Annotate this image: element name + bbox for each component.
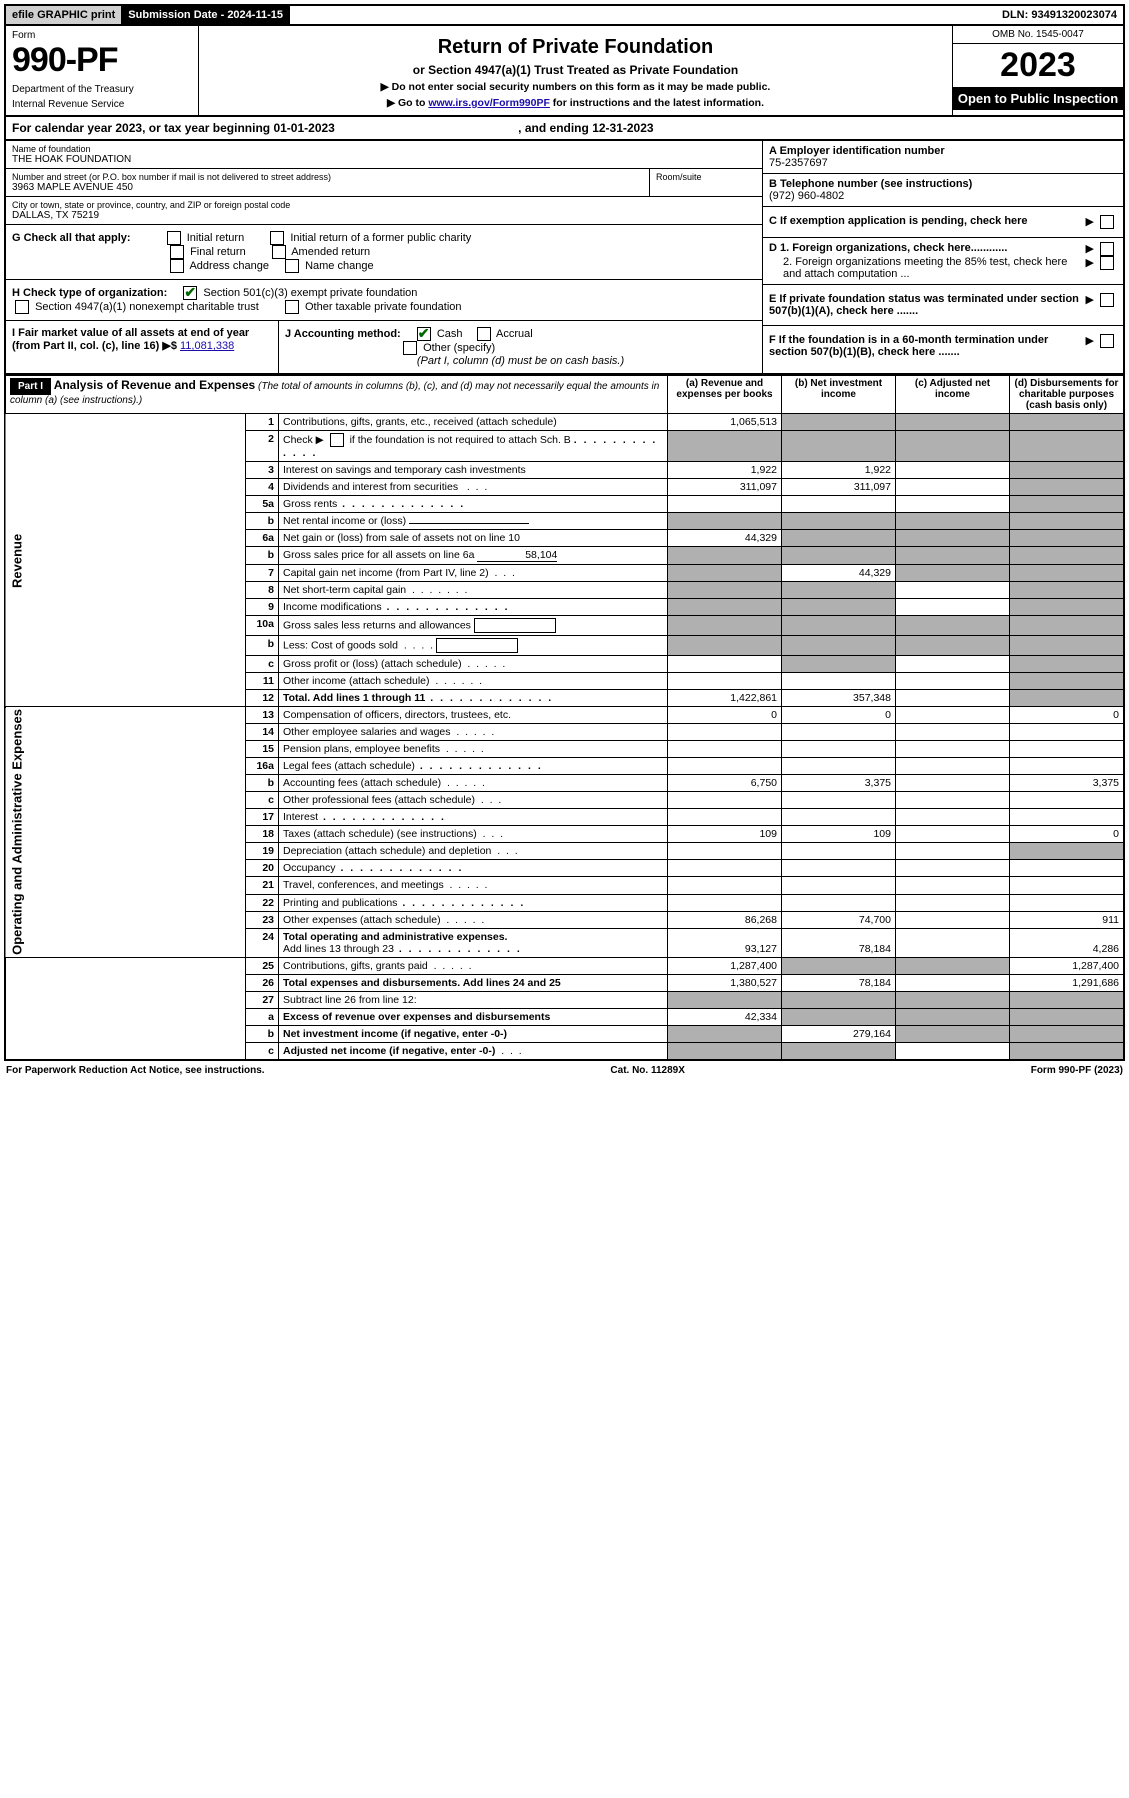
table-row: Operating and Administrative Expenses 13… bbox=[5, 707, 1124, 724]
form-header: Form 990-PF Department of the Treasury I… bbox=[4, 26, 1125, 117]
footer-right: Form 990-PF (2023) bbox=[1031, 1065, 1123, 1076]
city-label: City or town, state or province, country… bbox=[12, 200, 756, 210]
col-c-header: (c) Adjusted net income bbox=[896, 376, 1010, 414]
checkbox-d2[interactable] bbox=[1100, 256, 1114, 270]
dln: DLN: 93491320023074 bbox=[996, 6, 1123, 24]
city-state-zip: DALLAS, TX 75219 bbox=[12, 210, 756, 221]
dept-treasury: Department of the Treasury bbox=[12, 80, 192, 95]
checkbox-amended[interactable] bbox=[272, 245, 286, 259]
checkbox-f[interactable] bbox=[1100, 334, 1114, 348]
open-public-badge: Open to Public Inspection bbox=[953, 87, 1123, 110]
tel-value: (972) 960-4802 bbox=[769, 190, 1117, 202]
top-bar: efile GRAPHIC print Submission Date - 20… bbox=[4, 4, 1125, 26]
checkbox-final-return[interactable] bbox=[170, 245, 184, 259]
col-d-header: (d) Disbursements for charitable purpose… bbox=[1010, 376, 1125, 414]
j-label: J Accounting method: bbox=[285, 328, 401, 340]
checkbox-accrual[interactable] bbox=[477, 327, 491, 341]
checkbox-4947[interactable] bbox=[15, 300, 29, 314]
page-footer: For Paperwork Reduction Act Notice, see … bbox=[4, 1061, 1125, 1080]
form-subtitle: or Section 4947(a)(1) Trust Treated as P… bbox=[205, 63, 946, 77]
checkbox-other-method[interactable] bbox=[403, 341, 417, 355]
table-row: 25Contributions, gifts, grants paid . . … bbox=[5, 957, 1124, 974]
checkbox-501c3[interactable] bbox=[183, 286, 197, 300]
analysis-table: Part I Analysis of Revenue and Expenses … bbox=[4, 375, 1125, 1061]
tel-label: B Telephone number (see instructions) bbox=[769, 178, 1117, 190]
checkbox-sch-b[interactable] bbox=[330, 433, 344, 447]
addr-label: Number and street (or P.O. box number if… bbox=[12, 172, 643, 182]
col-b-header: (b) Net investment income bbox=[782, 376, 896, 414]
efile-label: efile GRAPHIC print bbox=[6, 6, 122, 24]
expenses-side-label: Operating and Administrative Expenses bbox=[5, 707, 246, 958]
name-label: Name of foundation bbox=[12, 144, 756, 154]
irs-link[interactable]: www.irs.gov/Form990PF bbox=[428, 97, 550, 109]
i-value[interactable]: 11,081,338 bbox=[180, 340, 234, 352]
tax-year: 2023 bbox=[953, 44, 1123, 87]
dept-irs: Internal Revenue Service bbox=[12, 95, 192, 110]
checkbox-initial-former[interactable] bbox=[270, 231, 284, 245]
h-label: H Check type of organization: bbox=[12, 287, 167, 299]
omb-number: OMB No. 1545-0047 bbox=[953, 26, 1123, 44]
checkbox-c[interactable] bbox=[1100, 215, 1114, 229]
revenue-side-label: Revenue bbox=[5, 414, 246, 707]
foundation-name: THE HOAK FOUNDATION bbox=[12, 154, 756, 165]
form-label: Form bbox=[12, 30, 192, 41]
calendar-year-line: For calendar year 2023, or tax year begi… bbox=[4, 117, 1125, 141]
room-label: Room/suite bbox=[656, 172, 756, 182]
instruction-1: ▶ Do not enter social security numbers o… bbox=[205, 81, 946, 93]
checkbox-initial-return[interactable] bbox=[167, 231, 181, 245]
entity-block: Name of foundation THE HOAK FOUNDATION N… bbox=[4, 141, 1125, 375]
form-number: 990-PF bbox=[12, 41, 192, 80]
form-title: Return of Private Foundation bbox=[205, 36, 946, 59]
d1-label: D 1. Foreign organizations, check here..… bbox=[769, 242, 1085, 256]
d2-label: 2. Foreign organizations meeting the 85%… bbox=[769, 256, 1085, 280]
footer-mid: Cat. No. 11289X bbox=[610, 1065, 684, 1076]
checkbox-name-change[interactable] bbox=[285, 259, 299, 273]
submission-date: Submission Date - 2024-11-15 bbox=[122, 6, 290, 24]
street-address: 3963 MAPLE AVENUE 450 bbox=[12, 182, 643, 193]
g-label: G Check all that apply: bbox=[12, 232, 131, 244]
c-label: C If exemption application is pending, c… bbox=[769, 215, 1085, 229]
footer-left: For Paperwork Reduction Act Notice, see … bbox=[6, 1065, 265, 1076]
checkbox-e[interactable] bbox=[1100, 293, 1114, 307]
checkbox-address-change[interactable] bbox=[170, 259, 184, 273]
f-label: F If the foundation is in a 60-month ter… bbox=[769, 334, 1085, 358]
part1-label: Part I bbox=[10, 378, 51, 395]
e-label: E If private foundation status was termi… bbox=[769, 293, 1085, 317]
checkbox-other-taxable[interactable] bbox=[285, 300, 299, 314]
j-note: (Part I, column (d) must be on cash basi… bbox=[285, 355, 756, 367]
col-a-header: (a) Revenue and expenses per books bbox=[668, 376, 782, 414]
instruction-2: ▶ Go to www.irs.gov/Form990PF for instru… bbox=[205, 97, 946, 109]
table-row: Revenue 1Contributions, gifts, grants, e… bbox=[5, 414, 1124, 431]
checkbox-cash[interactable] bbox=[417, 327, 431, 341]
checkbox-d1[interactable] bbox=[1100, 242, 1114, 256]
part1-title: Analysis of Revenue and Expenses bbox=[54, 378, 255, 392]
ein-label: A Employer identification number bbox=[769, 145, 1117, 157]
ein-value: 75-2357697 bbox=[769, 157, 1117, 169]
